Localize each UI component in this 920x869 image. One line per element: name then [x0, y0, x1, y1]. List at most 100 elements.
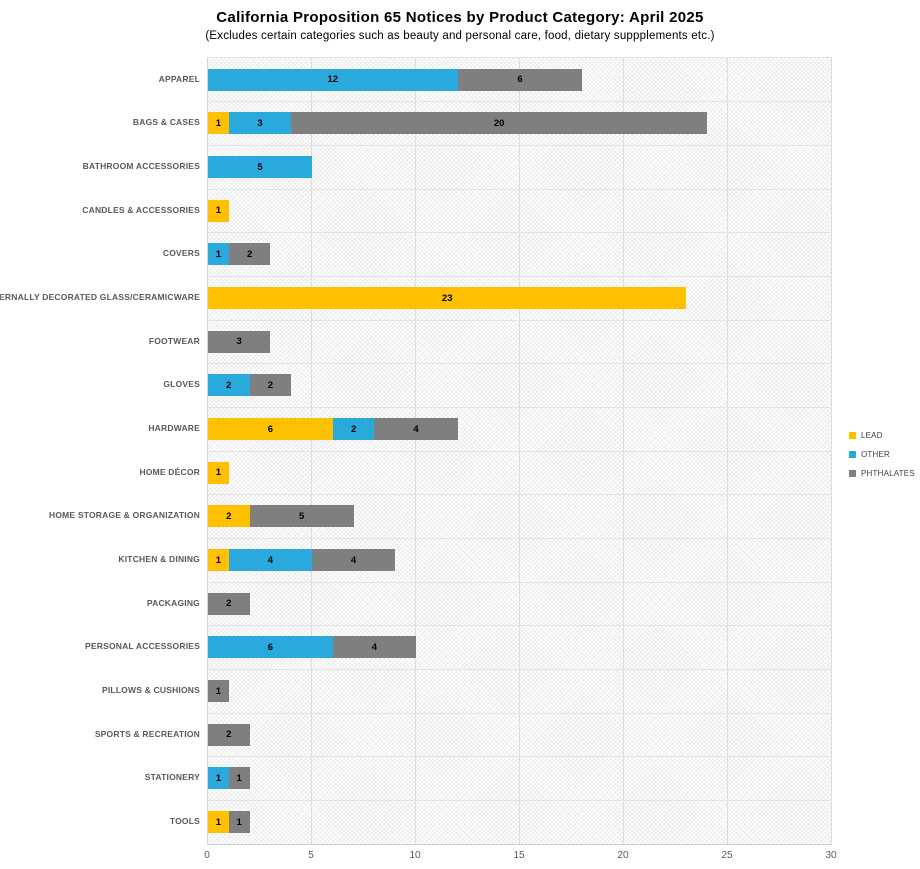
bar-value-label: 2	[226, 510, 232, 522]
x-tick-label: 25	[721, 850, 733, 861]
bar-value-label: 1	[236, 816, 242, 828]
bar-segment-lead: 6	[208, 418, 333, 441]
gridline-horizontal	[208, 275, 832, 277]
bar-value-label: 2	[246, 248, 253, 260]
chart-title: California Proposition 65 Notices by Pro…	[216, 9, 704, 26]
bar-segment-phthalates: 2	[228, 243, 271, 266]
legend-item-phthalates: PHTHALATES	[849, 469, 915, 478]
gridline-horizontal	[208, 537, 832, 539]
category-label: GLOVES	[163, 379, 200, 390]
category-label: BAGS & CASES	[132, 117, 200, 128]
gridline-horizontal	[208, 406, 832, 408]
legend-label: LEAD	[861, 431, 883, 440]
category-label: TOOLS	[169, 816, 200, 827]
bar-segment-other: 2	[208, 374, 250, 397]
bar-row: 6 2 4	[208, 407, 832, 451]
bar-row: 5	[208, 145, 832, 189]
bar-segment-phthalates: 6	[457, 68, 583, 91]
gridline-horizontal	[208, 188, 832, 190]
bar-value-label: 23	[441, 292, 453, 304]
x-tick-label: 5	[308, 850, 314, 861]
category-label: COVERS	[162, 248, 200, 259]
bar-value-label: 1	[215, 117, 222, 129]
bar-value-label: 4	[371, 641, 378, 653]
bar-row: 2	[208, 713, 832, 757]
bar-row: 23	[208, 276, 832, 320]
category-label: APPAREL	[158, 73, 200, 84]
category-label: HOME DÉCOR	[139, 466, 200, 477]
bar-value-label: 1	[215, 816, 222, 828]
legend-swatch-icon	[849, 451, 856, 458]
bar-segment-phthalates: 4	[374, 418, 458, 441]
bar-row: 3	[208, 320, 832, 364]
bar-value-label: 2	[226, 729, 232, 741]
bar-value-label: 4	[413, 423, 419, 435]
bar-segment-lead: 1	[208, 811, 229, 834]
bar-segment-other: 12	[208, 68, 458, 91]
bar-segment-phthalates: 4	[311, 549, 396, 572]
x-tick-label: 30	[825, 850, 837, 861]
bar-segment-phthalates: 5	[249, 505, 354, 528]
gridline-horizontal	[208, 101, 832, 103]
gridline-horizontal	[208, 450, 832, 452]
gridline-horizontal	[208, 581, 832, 583]
gridline-horizontal	[208, 232, 832, 234]
gridline-horizontal	[208, 625, 832, 627]
bar-segment-phthalates: 2	[208, 723, 250, 746]
bar-segment-other: 1	[208, 243, 229, 266]
bar-segment-other: 5	[208, 156, 312, 179]
category-label: EXTERNALLY DECORATED GLASS/CERAMICWARE	[0, 292, 200, 303]
x-tick-label: 20	[617, 850, 629, 861]
bar-value-label: 6	[517, 74, 523, 86]
bar-row: 12 6	[208, 58, 832, 102]
bar-row: 1	[208, 451, 832, 495]
bar-value-label: 1	[215, 554, 222, 566]
bar-row: 1 4 4	[208, 538, 832, 582]
legend-item-lead: LEAD	[849, 431, 915, 440]
gridline-horizontal	[208, 668, 832, 670]
gridline-horizontal	[208, 712, 832, 714]
bar-segment-phthalates: 4	[332, 636, 416, 659]
bar-segment-phthalates: 3	[208, 330, 271, 353]
bar-value-label: 1	[215, 685, 222, 697]
legend: LEAD OTHER PHTHALATES	[849, 431, 915, 488]
legend-item-other: OTHER	[849, 450, 915, 459]
category-label: CANDLES & ACCESSORIES	[82, 204, 200, 215]
category-label: BATHROOM ACCESSORIES	[82, 161, 200, 172]
bar-value-label: 2	[226, 598, 232, 610]
gridline-horizontal	[208, 319, 832, 321]
category-label: PILLOWS & CUSHIONS	[101, 685, 200, 696]
bar-value-label: 6	[267, 641, 274, 653]
category-label: FOOTWEAR	[148, 335, 200, 346]
gridline-horizontal	[208, 756, 832, 758]
bar-segment-other: 3	[228, 112, 292, 135]
gridline-horizontal	[208, 144, 832, 146]
gridline-horizontal	[208, 363, 832, 365]
bar-segment-lead: 23	[208, 287, 687, 310]
bar-value-label: 2	[350, 423, 357, 435]
category-label: KITCHEN & DINING	[118, 554, 200, 565]
bar-value-label: 1	[236, 772, 242, 784]
legend-swatch-icon	[849, 470, 856, 477]
bar-segment-other: 6	[208, 636, 333, 659]
chart-subtitle: (Excludes certain categories such as bea…	[205, 30, 715, 42]
legend-label: PHTHALATES	[861, 469, 915, 478]
bar-value-label: 1	[215, 248, 222, 260]
category-label: PACKAGING	[146, 597, 200, 608]
bar-segment-phthalates: 20	[291, 112, 708, 135]
bar-value-label: 5	[257, 161, 263, 173]
x-tick-label: 0	[204, 850, 210, 861]
bar-value-label: 4	[350, 554, 357, 566]
gridline-horizontal	[208, 494, 832, 496]
bar-value-label: 20	[493, 117, 505, 129]
bar-segment-lead: 1	[208, 199, 229, 222]
bar-value-label: 2	[226, 379, 232, 391]
bar-value-label: 1	[215, 772, 222, 784]
bar-segment-lead: 1	[208, 112, 229, 135]
